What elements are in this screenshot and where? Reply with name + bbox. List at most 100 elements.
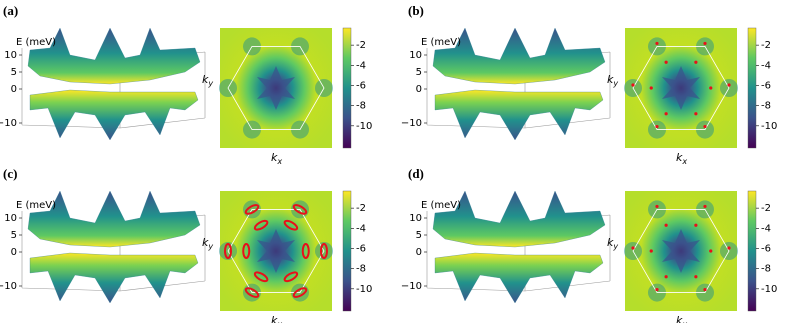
fermi-pocket [664,275,668,279]
upper-band [27,27,201,85]
fermi-pocket [694,112,698,116]
fermi-contour [244,204,260,215]
brillouin-zone [227,46,325,130]
fermi-contour [301,243,310,259]
ky-label-base: k [202,73,209,86]
fermi-pocket [703,204,707,209]
colorbar-tick-label: -10 [761,121,777,132]
colorbar-tick-label: -2 [356,203,366,214]
kx-label: kx [271,314,282,323]
colorbar-tick-label: -4 [761,223,771,234]
ky-label-sub: y [612,242,618,251]
kx-label-base: k [271,314,278,323]
colorbar-tick-label: -6 [761,243,771,254]
fermi-pocket [664,60,668,64]
kx-label-sub: x [276,157,282,166]
kx-label-sub: x [276,320,282,323]
colorbar-tick-label: -8 [356,264,366,275]
energy-axis-label: E (meV) [421,37,461,48]
energy-tick-label: 0 [416,247,422,258]
ky-label-base: k [607,236,614,249]
energy-tick-label: 10 [4,50,17,61]
fermi-pocket [709,249,713,253]
fermi-pocket [655,287,659,292]
fermi-contour [253,271,269,283]
colorbar-tick-label: -8 [761,101,771,112]
brillouin-zone [632,46,730,130]
colorbar-tick-label: -4 [356,223,366,234]
energy-tick-label: 5 [416,67,422,78]
fermi-contour [242,243,251,259]
panel-label: (c) [3,166,17,181]
ky-label: ky [607,236,618,251]
colorbar-tick-label: -8 [356,101,366,112]
energy-tick-label: 0 [416,84,422,95]
colorbar [342,190,352,312]
kx-label-sub: x [681,157,687,166]
energy-tick-label: −10 [0,281,17,292]
heatmap-star [257,229,295,273]
kx-label: kx [271,151,282,166]
fermi-pocket [664,223,668,227]
colorbar-tick-label: -10 [356,121,372,132]
energy-axis-label: E (meV) [16,200,56,211]
kx-label-base: k [676,151,683,164]
brillouin-zone [227,209,325,293]
fermi-contour [320,243,328,259]
lower-band [29,89,199,141]
fermi-pocket [727,83,731,87]
colorbar [747,190,757,312]
energy-tick-label: 10 [4,213,17,224]
fermi-pocket [649,86,653,90]
energy-tick-label: 5 [11,230,17,241]
fermi-pocket [703,124,707,129]
colorbar-tick-label: -10 [761,284,777,295]
colorbar [747,27,757,149]
colorbar [342,27,352,149]
colorbar-tick-label: -6 [761,80,771,91]
colorbar-tick-label: -6 [356,80,366,91]
upper-band [432,190,606,248]
fermi-pocket [694,223,698,227]
energy-tick-label: 10 [409,50,422,61]
fermi-pocket [655,204,659,209]
heatmap-star [662,66,700,110]
fermi-contour [253,219,269,231]
fermi-pocket [649,249,653,253]
fermi-pocket [655,41,659,46]
energy-tick-label: 5 [11,67,17,78]
colorbar-tick-label: -4 [356,60,366,71]
fermi-pocket [703,287,707,292]
ky-label-base: k [202,236,209,249]
panel-label: (a) [3,3,18,18]
ky-label: ky [202,236,213,251]
upper-band [432,27,606,85]
panel-label: (d) [408,166,424,181]
ky-label: ky [607,73,618,88]
heatmap-star [662,229,700,273]
energy-tick-label: 0 [11,247,17,258]
ky-label-base: k [607,73,614,86]
energy-tick-label: −10 [401,118,422,129]
colorbar-tick-label: -2 [761,40,771,51]
ky-label-sub: y [207,79,213,88]
colorbar-tick-label: -2 [761,203,771,214]
fermi-pocket [694,60,698,64]
lower-band [434,252,604,304]
ky-label-sub: y [207,242,213,251]
panel-label: (b) [408,3,424,18]
energy-axis-label: E (meV) [16,37,56,48]
energy-tick-label: −10 [0,118,17,129]
energy-axis-label: E (meV) [421,200,461,211]
colorbar-tick-label: -8 [761,264,771,275]
kx-label: kx [676,151,687,166]
colorbar-tick-label: -10 [356,284,372,295]
lower-band [29,252,199,304]
lower-band [434,89,604,141]
fermi-pocket [703,41,707,46]
energy-tick-label: 5 [416,230,422,241]
